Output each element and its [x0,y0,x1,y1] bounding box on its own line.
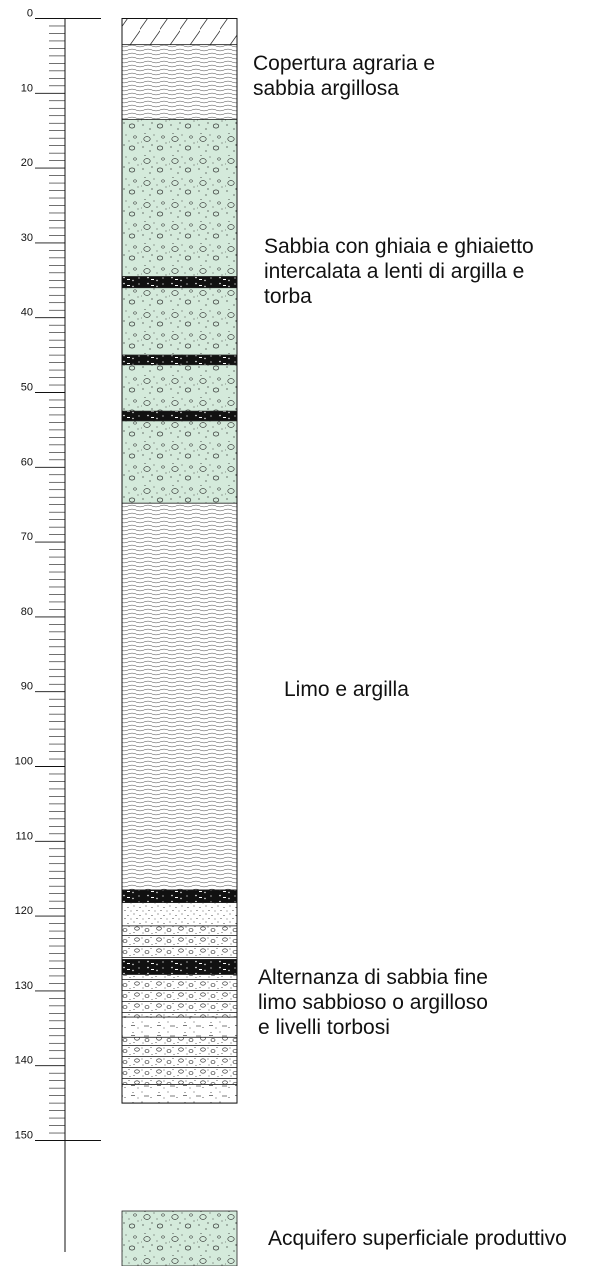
tick-label: 20 [21,157,33,169]
tick-label: 130 [15,980,33,992]
layer-sand-gravel [121,119,238,277]
tick-label: 70 [21,531,33,543]
column-outline [121,18,238,1104]
legend-aquifer-swatch [121,1210,238,1266]
legend-aquifer-label: Acquifero superficiale produttivo [268,1227,567,1250]
tick-label: 120 [15,905,33,917]
label-alternanza: Alternanza di sabbia fine limo sabbioso … [258,966,488,1039]
layer-clayey-sand [121,44,238,120]
label-sabbia-ghiaia: Sabbia con ghiaia e ghiaietto intercalat… [264,235,534,308]
layer-peat-lens [121,959,238,975]
tick-label: 10 [21,82,33,94]
layer-peat-lens [121,354,238,366]
tick-label: 100 [15,756,33,768]
tick-label: 110 [15,830,33,842]
layer-sand-gravel [121,364,238,412]
tick-label: 30 [21,232,33,244]
layer-soil-cover [121,18,238,46]
strata-column [121,18,238,1104]
layer-silt-clay [121,502,238,891]
layer-fine-sand [121,1084,238,1104]
tick-label: 140 [15,1055,33,1067]
layer-silty-sand [121,925,238,960]
label-copertura: Copertura agraria e sabbia argillosa [253,52,436,100]
tick-label: 80 [21,606,33,618]
label-limo-argilla: Limo e argilla [284,678,409,701]
tick-label: 60 [21,456,33,468]
layer-peat-lens [121,889,238,903]
tick-label: 0 [27,8,33,20]
layer-silty-sand [121,974,238,1018]
scale-tick-labels: 0 10 20 30 40 50 60 70 80 90 100 110 120 130 140 150 [15,8,33,1142]
legend [121,1210,238,1266]
tick-label: 50 [21,382,33,394]
layer-peat-lens [121,410,238,422]
layer-sand-gravel [121,287,238,356]
layer-fine-sand [121,902,238,927]
tick-label: 40 [21,307,33,319]
scale-ticks [35,18,101,1141]
tick-label: 150 [15,1130,33,1142]
layer-fine-sand [121,1016,238,1038]
layer-silty-sand [121,1036,238,1085]
layer-peat-lens [121,276,238,289]
tick-label: 90 [21,681,33,693]
layer-sand-gravel [121,420,238,504]
depth-scale: 0 10 20 30 40 50 60 70 80 90 100 110 120 130 140 150 [15,8,101,1252]
